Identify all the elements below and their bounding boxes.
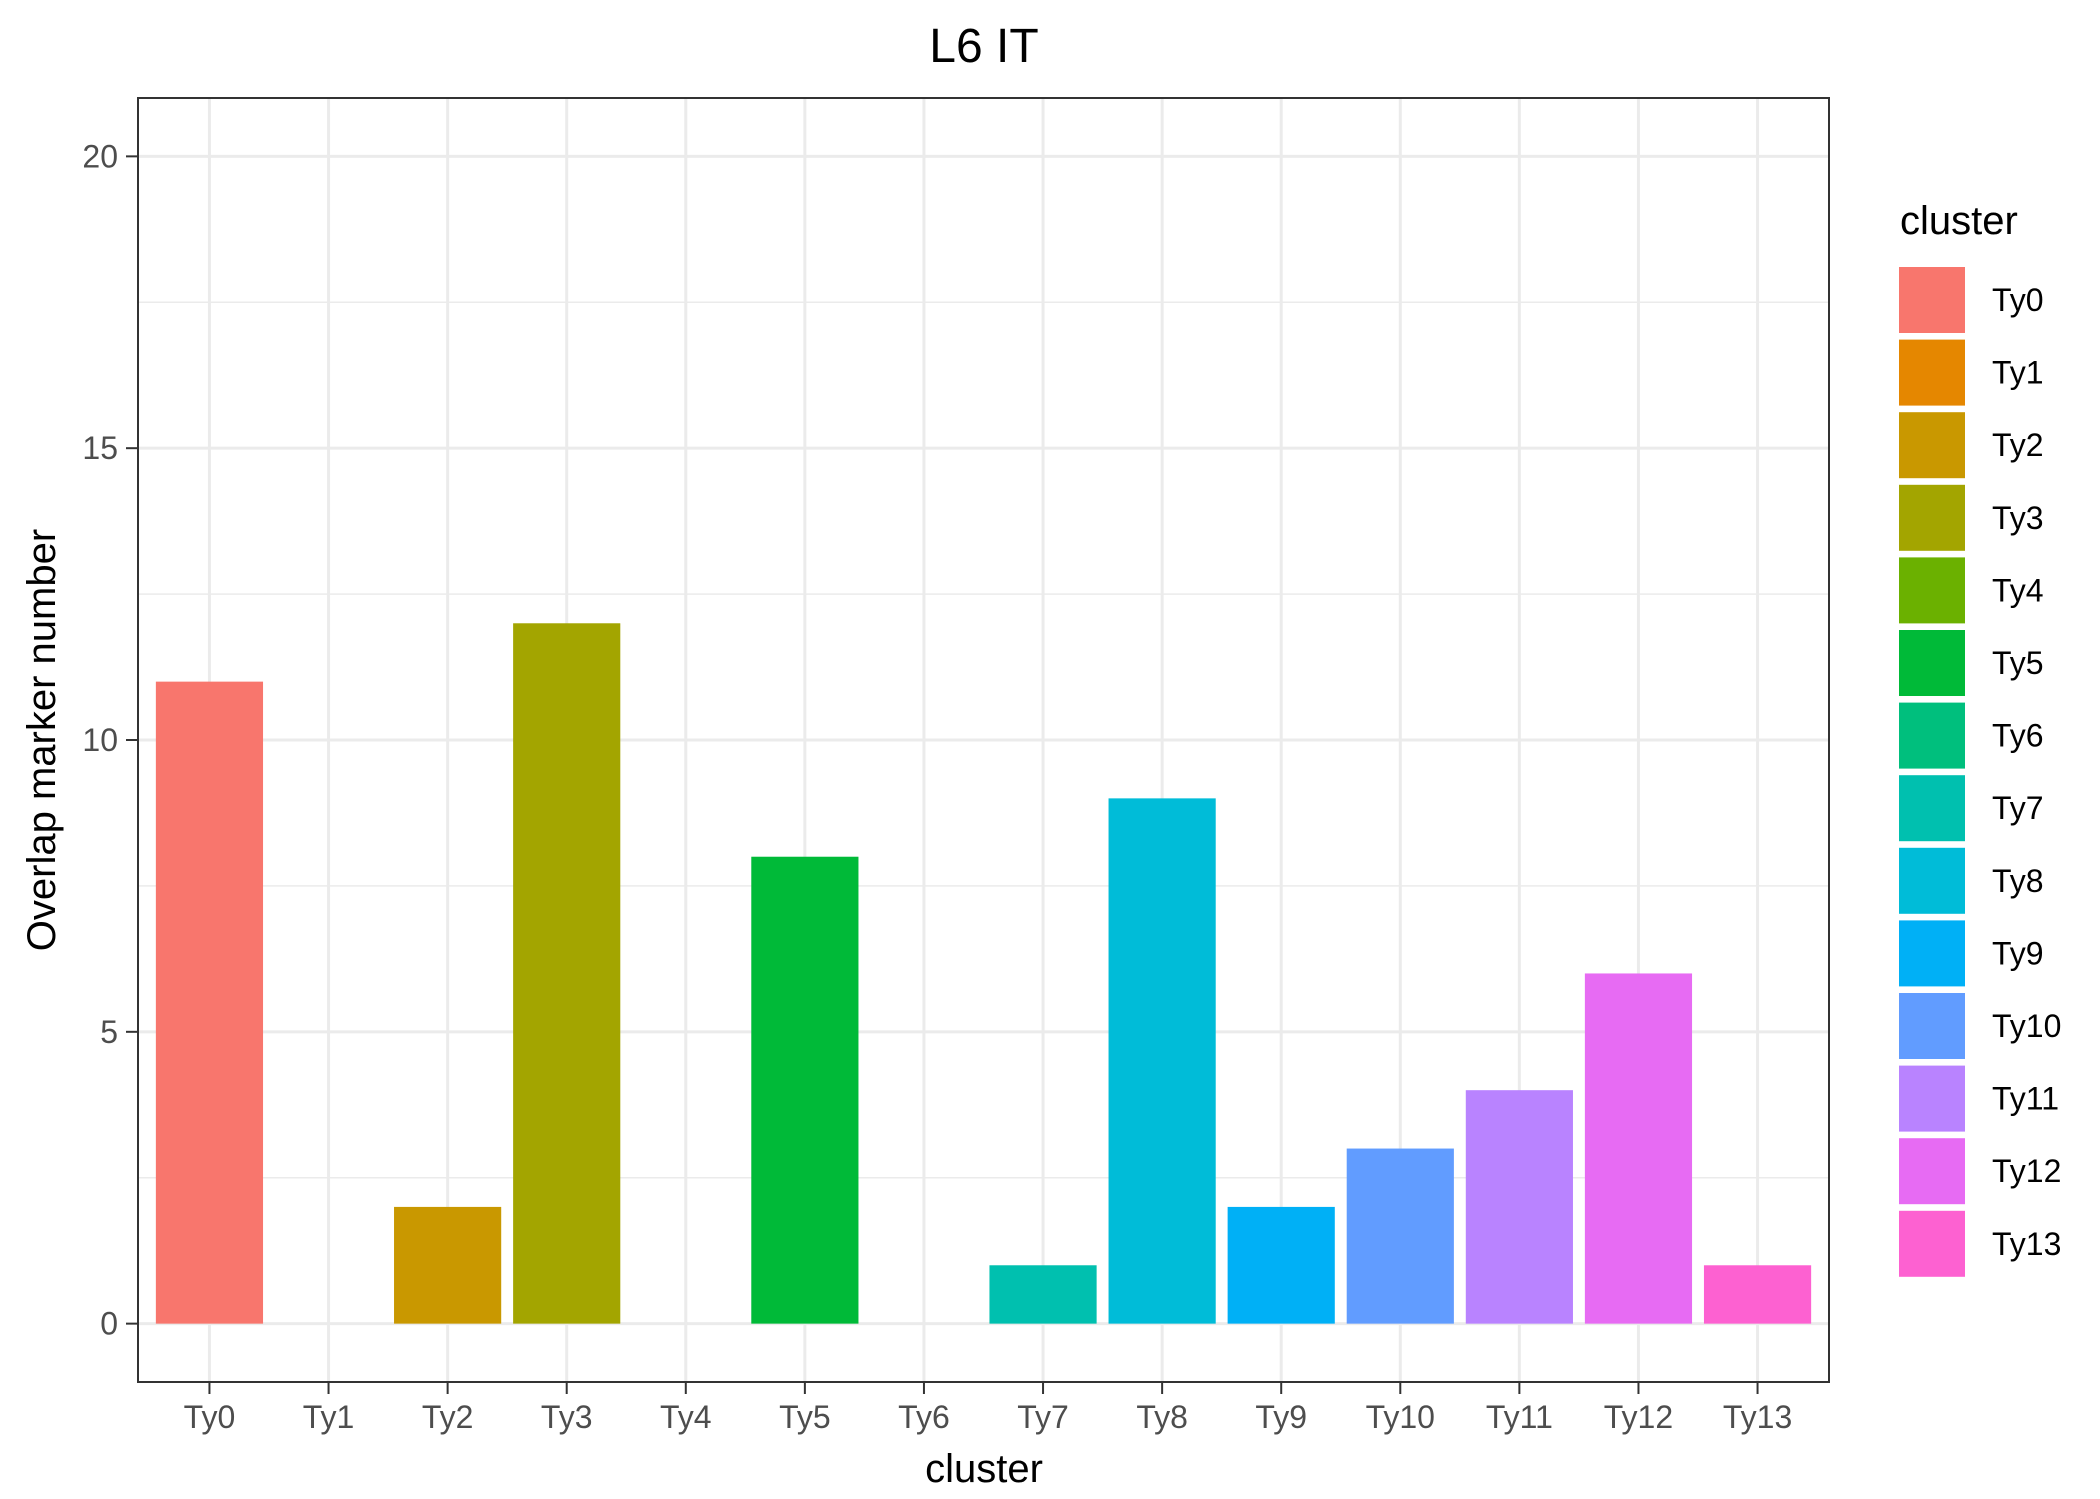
legend-key-Ty2	[1897, 410, 1967, 481]
legend-label: Ty11	[1992, 1081, 2059, 1117]
y-tick-label: 20	[82, 138, 118, 174]
x-tick-label: Ty3	[541, 1399, 593, 1435]
x-tick-label: Ty0	[184, 1399, 236, 1435]
bar-Ty0	[155, 681, 264, 1324]
legend-key-Ty12	[1897, 1136, 1967, 1207]
y-axis-title: Overlap marker number	[20, 529, 64, 951]
legend-label: Ty8	[1992, 863, 2044, 899]
grid	[138, 98, 1829, 1382]
bar-Ty3	[513, 623, 621, 1324]
legend: cluster Ty0 Ty1 Ty2 Ty3 Ty4 Ty5 Ty6 Ty7 Ty8 Ty9 Ty…	[1897, 199, 2061, 1279]
legend-key-Ty0	[1897, 265, 1967, 335]
x-tick-label: Ty6	[898, 1399, 950, 1435]
legend-key-Ty6	[1897, 700, 1967, 771]
legend-label: Ty1	[1992, 355, 2044, 391]
bar-Ty7	[989, 1265, 1097, 1324]
x-tick-label: Ty10	[1366, 1399, 1435, 1435]
x-tick-label: Ty13	[1723, 1399, 1792, 1435]
legend-label: Ty10	[1992, 1008, 2061, 1044]
legend-key-Ty5	[1897, 628, 1967, 698]
y-tick-label: 5	[100, 1014, 118, 1050]
legend-title: cluster	[1900, 199, 2018, 243]
bar-Ty8	[1108, 798, 1216, 1324]
legend-key-Ty1	[1897, 337, 1967, 408]
chart-title: L6 IT	[929, 20, 1038, 73]
bar-Ty13	[1703, 1265, 1812, 1324]
x-axis: Ty0 Ty1 Ty2 Ty3 Ty4 Ty5 Ty6 Ty7 Ty8 Ty9 Ty10 Ty11 Ty…	[184, 1382, 1792, 1435]
legend-key-Ty4	[1897, 555, 1967, 626]
legend-label: Ty6	[1992, 718, 2044, 754]
legend-key-Ty3	[1897, 482, 1967, 553]
legend-key-Ty11	[1897, 1063, 1967, 1134]
y-tick-label: 15	[82, 430, 118, 466]
legend-label: Ty3	[1992, 500, 2044, 536]
legend-label: Ty13	[1992, 1226, 2061, 1262]
legend-key-Ty13	[1897, 1208, 1967, 1279]
bar-Ty11	[1465, 1090, 1573, 1324]
x-tick-label: Ty4	[660, 1399, 712, 1435]
y-tick-label: 10	[82, 722, 118, 758]
legend-key-Ty10	[1897, 991, 1967, 1061]
x-tick-label: Ty8	[1136, 1399, 1188, 1435]
x-tick-label: Ty11	[1486, 1399, 1553, 1435]
bar-Ty5	[751, 856, 859, 1324]
legend-label: Ty5	[1992, 645, 2044, 681]
x-tick-label: Ty1	[303, 1399, 355, 1435]
legend-key-Ty9	[1897, 918, 1967, 989]
x-tick-label: Ty12	[1604, 1399, 1673, 1435]
bars	[155, 623, 1812, 1324]
x-axis-title: cluster	[925, 1447, 1043, 1491]
bar-Ty10	[1346, 1148, 1454, 1324]
x-tick-label: Ty5	[779, 1399, 831, 1435]
bar-Ty2	[394, 1206, 502, 1324]
bar-Ty12	[1584, 973, 1693, 1324]
legend-label: Ty2	[1992, 427, 2044, 463]
legend-label: Ty4	[1992, 572, 2044, 608]
bar-Ty9	[1227, 1206, 1335, 1324]
legend-label: Ty9	[1992, 935, 2044, 971]
legend-label: Ty12	[1992, 1153, 2061, 1189]
x-tick-label: Ty9	[1255, 1399, 1307, 1435]
x-tick-label: Ty7	[1017, 1399, 1069, 1435]
x-tick-label: Ty2	[422, 1399, 474, 1435]
y-axis: 0 5 10 15 20	[82, 138, 138, 1342]
legend-key-Ty7	[1897, 773, 1967, 844]
y-tick-label: 0	[100, 1306, 118, 1342]
legend-label: Ty7	[1992, 790, 2044, 826]
legend-label: Ty0	[1992, 282, 2044, 318]
legend-key-Ty8	[1897, 845, 1967, 916]
